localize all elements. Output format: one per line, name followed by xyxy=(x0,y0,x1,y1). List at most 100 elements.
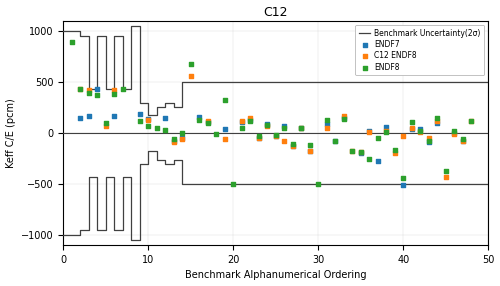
C12 ENDF8 xyxy=(391,151,399,155)
C12 ENDF8 xyxy=(255,136,263,140)
ENDF8 xyxy=(332,139,340,144)
Title: C12: C12 xyxy=(264,5,288,19)
ENDF8 xyxy=(153,126,161,130)
ENDF8 xyxy=(94,93,102,97)
ENDF8 xyxy=(102,121,110,125)
C12 ENDF8 xyxy=(416,130,424,134)
ENDF8 xyxy=(374,136,382,140)
ENDF7 xyxy=(204,120,212,125)
C12 ENDF8 xyxy=(102,123,110,128)
ENDF8 xyxy=(314,182,322,186)
C12 ENDF8 xyxy=(400,134,407,138)
C12 ENDF8 xyxy=(340,114,348,119)
C12 ENDF8 xyxy=(204,119,212,123)
ENDF7 xyxy=(162,116,170,121)
ENDF8 xyxy=(340,117,348,122)
C12 ENDF8 xyxy=(76,87,84,92)
C12 ENDF8 xyxy=(144,118,152,123)
Benchmark Uncertainty(2σ) xyxy=(486,80,492,84)
ENDF7 xyxy=(382,124,390,129)
ENDF7 xyxy=(340,116,348,121)
ENDF8 xyxy=(204,121,212,126)
ENDF8 xyxy=(196,118,203,123)
ENDF8 xyxy=(425,139,433,144)
C12 ENDF8 xyxy=(348,149,356,153)
ENDF7 xyxy=(170,138,178,143)
C12 ENDF8 xyxy=(170,140,178,145)
ENDF7 xyxy=(264,122,272,127)
ENDF7 xyxy=(238,120,246,125)
ENDF8 xyxy=(391,148,399,152)
C12 ENDF8 xyxy=(298,125,306,130)
ENDF7 xyxy=(255,136,263,140)
ENDF7 xyxy=(76,116,84,120)
ENDF8 xyxy=(400,176,407,181)
ENDF7 xyxy=(366,128,374,133)
ENDF8 xyxy=(450,128,458,133)
ENDF8 xyxy=(238,125,246,130)
ENDF8 xyxy=(366,156,374,161)
C12 ENDF8 xyxy=(382,128,390,133)
C12 ENDF8 xyxy=(366,130,374,134)
ENDF8 xyxy=(187,61,195,66)
ENDF7 xyxy=(298,126,306,130)
ENDF8 xyxy=(162,127,170,132)
Legend: Benchmark Uncertainty(2σ), ENDF7, C12 ENDF8, ENDF8: Benchmark Uncertainty(2σ), ENDF7, C12 EN… xyxy=(355,25,484,76)
ENDF8 xyxy=(280,126,288,130)
ENDF8 xyxy=(442,168,450,173)
C12 ENDF8 xyxy=(306,149,314,154)
C12 ENDF8 xyxy=(450,132,458,136)
ENDF7 xyxy=(332,138,340,143)
C12 ENDF8 xyxy=(468,119,475,124)
ENDF7 xyxy=(408,126,416,131)
ENDF8 xyxy=(434,116,442,120)
C12 ENDF8 xyxy=(408,125,416,130)
ENDF8 xyxy=(230,182,237,186)
Benchmark Uncertainty(2σ) xyxy=(324,80,330,84)
C12 ENDF8 xyxy=(425,136,433,140)
ENDF7 xyxy=(416,126,424,131)
ENDF8 xyxy=(468,119,475,123)
C12 ENDF8 xyxy=(264,123,272,128)
Line: Benchmark Uncertainty(2σ): Benchmark Uncertainty(2σ) xyxy=(64,26,488,115)
ENDF7 xyxy=(357,151,365,155)
ENDF8 xyxy=(357,150,365,155)
ENDF7 xyxy=(144,117,152,122)
Benchmark Uncertainty(2σ) xyxy=(128,25,134,28)
ENDF8 xyxy=(348,149,356,153)
C12 ENDF8 xyxy=(289,144,297,148)
ENDF7 xyxy=(306,149,314,154)
C12 ENDF8 xyxy=(434,119,442,123)
Benchmark Uncertainty(2σ) xyxy=(60,29,66,33)
ENDF7 xyxy=(280,123,288,128)
C12 ENDF8 xyxy=(178,137,186,142)
C12 ENDF8 xyxy=(246,116,254,121)
ENDF7 xyxy=(94,87,102,92)
ENDF8 xyxy=(68,40,76,45)
ENDF8 xyxy=(264,123,272,127)
Benchmark Uncertainty(2σ) xyxy=(366,80,372,84)
ENDF8 xyxy=(246,119,254,124)
ENDF8 xyxy=(110,92,118,96)
ENDF8 xyxy=(459,137,467,142)
ENDF8 xyxy=(323,118,331,123)
Benchmark Uncertainty(2σ) xyxy=(94,88,100,91)
Benchmark Uncertainty(2σ) xyxy=(392,80,398,84)
ENDF8 xyxy=(408,120,416,124)
ENDF8 xyxy=(221,98,229,102)
ENDF8 xyxy=(298,125,306,130)
Benchmark Uncertainty(2σ) xyxy=(264,80,270,84)
ENDF7 xyxy=(289,144,297,149)
ENDF7 xyxy=(221,127,229,131)
ENDF8 xyxy=(144,123,152,128)
ENDF7 xyxy=(246,118,254,123)
Y-axis label: Keff C/E (pcm): Keff C/E (pcm) xyxy=(6,98,16,168)
ENDF8 xyxy=(212,132,220,136)
ENDF8 xyxy=(85,91,93,96)
C12 ENDF8 xyxy=(280,139,288,144)
ENDF8 xyxy=(306,143,314,148)
ENDF7 xyxy=(434,121,442,126)
ENDF7 xyxy=(450,131,458,136)
C12 ENDF8 xyxy=(221,137,229,142)
C12 ENDF8 xyxy=(85,88,93,93)
